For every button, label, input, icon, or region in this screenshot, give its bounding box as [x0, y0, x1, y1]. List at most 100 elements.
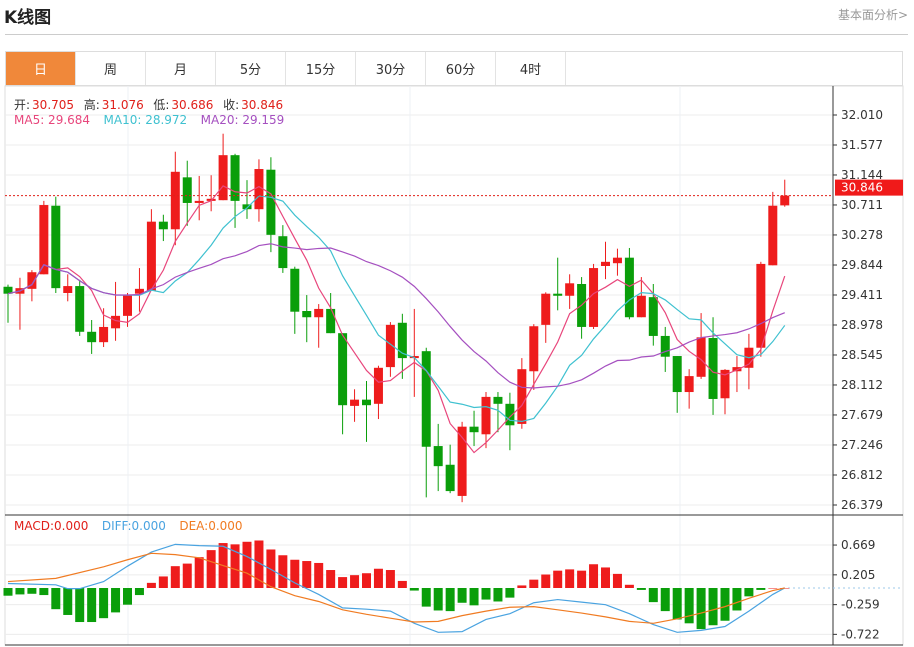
- candle-body: [230, 155, 240, 201]
- macd-bar: [338, 577, 348, 588]
- tab-5[interactable]: 30分: [356, 52, 426, 85]
- candle-body: [194, 200, 204, 203]
- macd-bar: [744, 588, 754, 597]
- dea-value: DEA:0.000: [179, 519, 243, 533]
- tab-3[interactable]: 5分: [216, 52, 286, 85]
- macd-bar: [756, 588, 766, 590]
- price-tick-label: 27.679: [841, 408, 883, 422]
- candle-body: [146, 221, 156, 291]
- candle-body: [290, 268, 300, 312]
- candle-body: [529, 326, 539, 372]
- candle-body: [182, 177, 192, 203]
- candle-body: [493, 396, 503, 404]
- macd-tick-label: -0.259: [841, 598, 880, 612]
- macd-bar: [708, 588, 718, 626]
- ma10-value: MA10: 28.972: [103, 113, 188, 127]
- macd-bar: [75, 588, 85, 623]
- fundamental-analysis-link[interactable]: 基本面分析>: [837, 8, 908, 22]
- candle-body: [720, 369, 730, 399]
- macd-tick-label: 0.205: [841, 568, 875, 582]
- macd-bar: [87, 588, 97, 623]
- macd-bar: [314, 562, 324, 588]
- diff-line: [7, 543, 786, 633]
- macd-bar: [254, 540, 264, 588]
- candle-body: [672, 356, 682, 393]
- candle-body: [63, 286, 73, 293]
- candle-body: [589, 268, 599, 327]
- macd-bar: [123, 588, 132, 605]
- candle-body: [756, 263, 766, 348]
- macd-bar: [433, 588, 443, 611]
- candle-body: [612, 257, 622, 264]
- macd-bar: [350, 575, 360, 588]
- ma5-value: MA5: 29.684: [14, 113, 91, 127]
- price-tick-label: 29.411: [841, 288, 883, 302]
- tab-6[interactable]: 60分: [426, 52, 496, 85]
- tab-4[interactable]: 15分: [286, 52, 356, 85]
- macd-bar: [672, 588, 682, 620]
- macd-bar: [720, 588, 730, 621]
- last-price-badge: [835, 179, 903, 196]
- high-label: 高:: [83, 98, 100, 112]
- candle-body: [39, 205, 49, 275]
- ma5-line: [7, 185, 786, 454]
- candle-body: [362, 399, 371, 406]
- candle-body: [732, 367, 742, 372]
- tab-1[interactable]: 周: [76, 52, 146, 85]
- macd-bar: [684, 588, 694, 624]
- macd-bar: [696, 588, 706, 630]
- divider: [5, 34, 908, 35]
- candle-body: [373, 367, 383, 404]
- candle-body: [51, 205, 61, 289]
- tab-7[interactable]: 4时: [496, 52, 566, 85]
- macd-bar: [362, 573, 371, 588]
- candle-body: [338, 333, 348, 406]
- macd-bar: [373, 568, 383, 588]
- candle-body: [445, 464, 455, 492]
- macd-bar: [445, 588, 455, 612]
- tab-0[interactable]: 日: [6, 52, 76, 85]
- ma20-value: MA20: 29.159: [200, 113, 285, 127]
- macd-bar: [3, 588, 13, 596]
- macd-bar: [27, 588, 37, 594]
- candle-body: [218, 155, 228, 201]
- candle-body: [350, 399, 360, 406]
- price-tick-label: 32.010: [841, 108, 883, 122]
- price-tick-label: 31.577: [841, 138, 883, 152]
- macd-bar: [505, 588, 515, 598]
- page-title: K线图: [4, 8, 52, 28]
- macd-bar: [111, 588, 121, 613]
- macd-bar: [636, 588, 646, 590]
- last-price-label: 30.846: [841, 181, 883, 195]
- macd-bar: [624, 584, 634, 588]
- macd-bar: [39, 588, 49, 596]
- price-tick-label: 26.379: [841, 498, 883, 512]
- macd-bar: [732, 588, 742, 611]
- macd-bar: [577, 570, 587, 588]
- tab-2[interactable]: 月: [146, 52, 216, 85]
- candle-body: [505, 403, 515, 426]
- ma10-line: [7, 195, 786, 423]
- macd-bar: [385, 570, 395, 588]
- price-tick-label: 30.278: [841, 228, 883, 242]
- candle-body: [75, 286, 85, 332]
- macd-bar: [553, 570, 563, 588]
- low-value: 30.686: [171, 98, 214, 112]
- diff-value: DIFF:0.000: [101, 519, 166, 533]
- candle-body: [601, 261, 610, 266]
- low-label: 低:: [153, 98, 170, 112]
- macd-bar: [481, 588, 491, 600]
- macd-bar: [409, 588, 419, 591]
- candle-body: [708, 338, 718, 399]
- price-tick-label: 28.545: [841, 348, 883, 362]
- open-value: 30.705: [32, 98, 75, 112]
- macd-bar: [517, 585, 527, 588]
- macd-bar: [63, 588, 73, 615]
- candle-body: [278, 236, 288, 269]
- candle-body: [768, 205, 778, 266]
- ohlc-legend: 开: 30.705 高: 31.076 低: 30.686 收: 30.846: [14, 96, 285, 113]
- macd-value: MACD:0.000: [14, 519, 89, 533]
- macd-bar: [529, 579, 539, 588]
- price-tick-label: 28.978: [841, 318, 883, 332]
